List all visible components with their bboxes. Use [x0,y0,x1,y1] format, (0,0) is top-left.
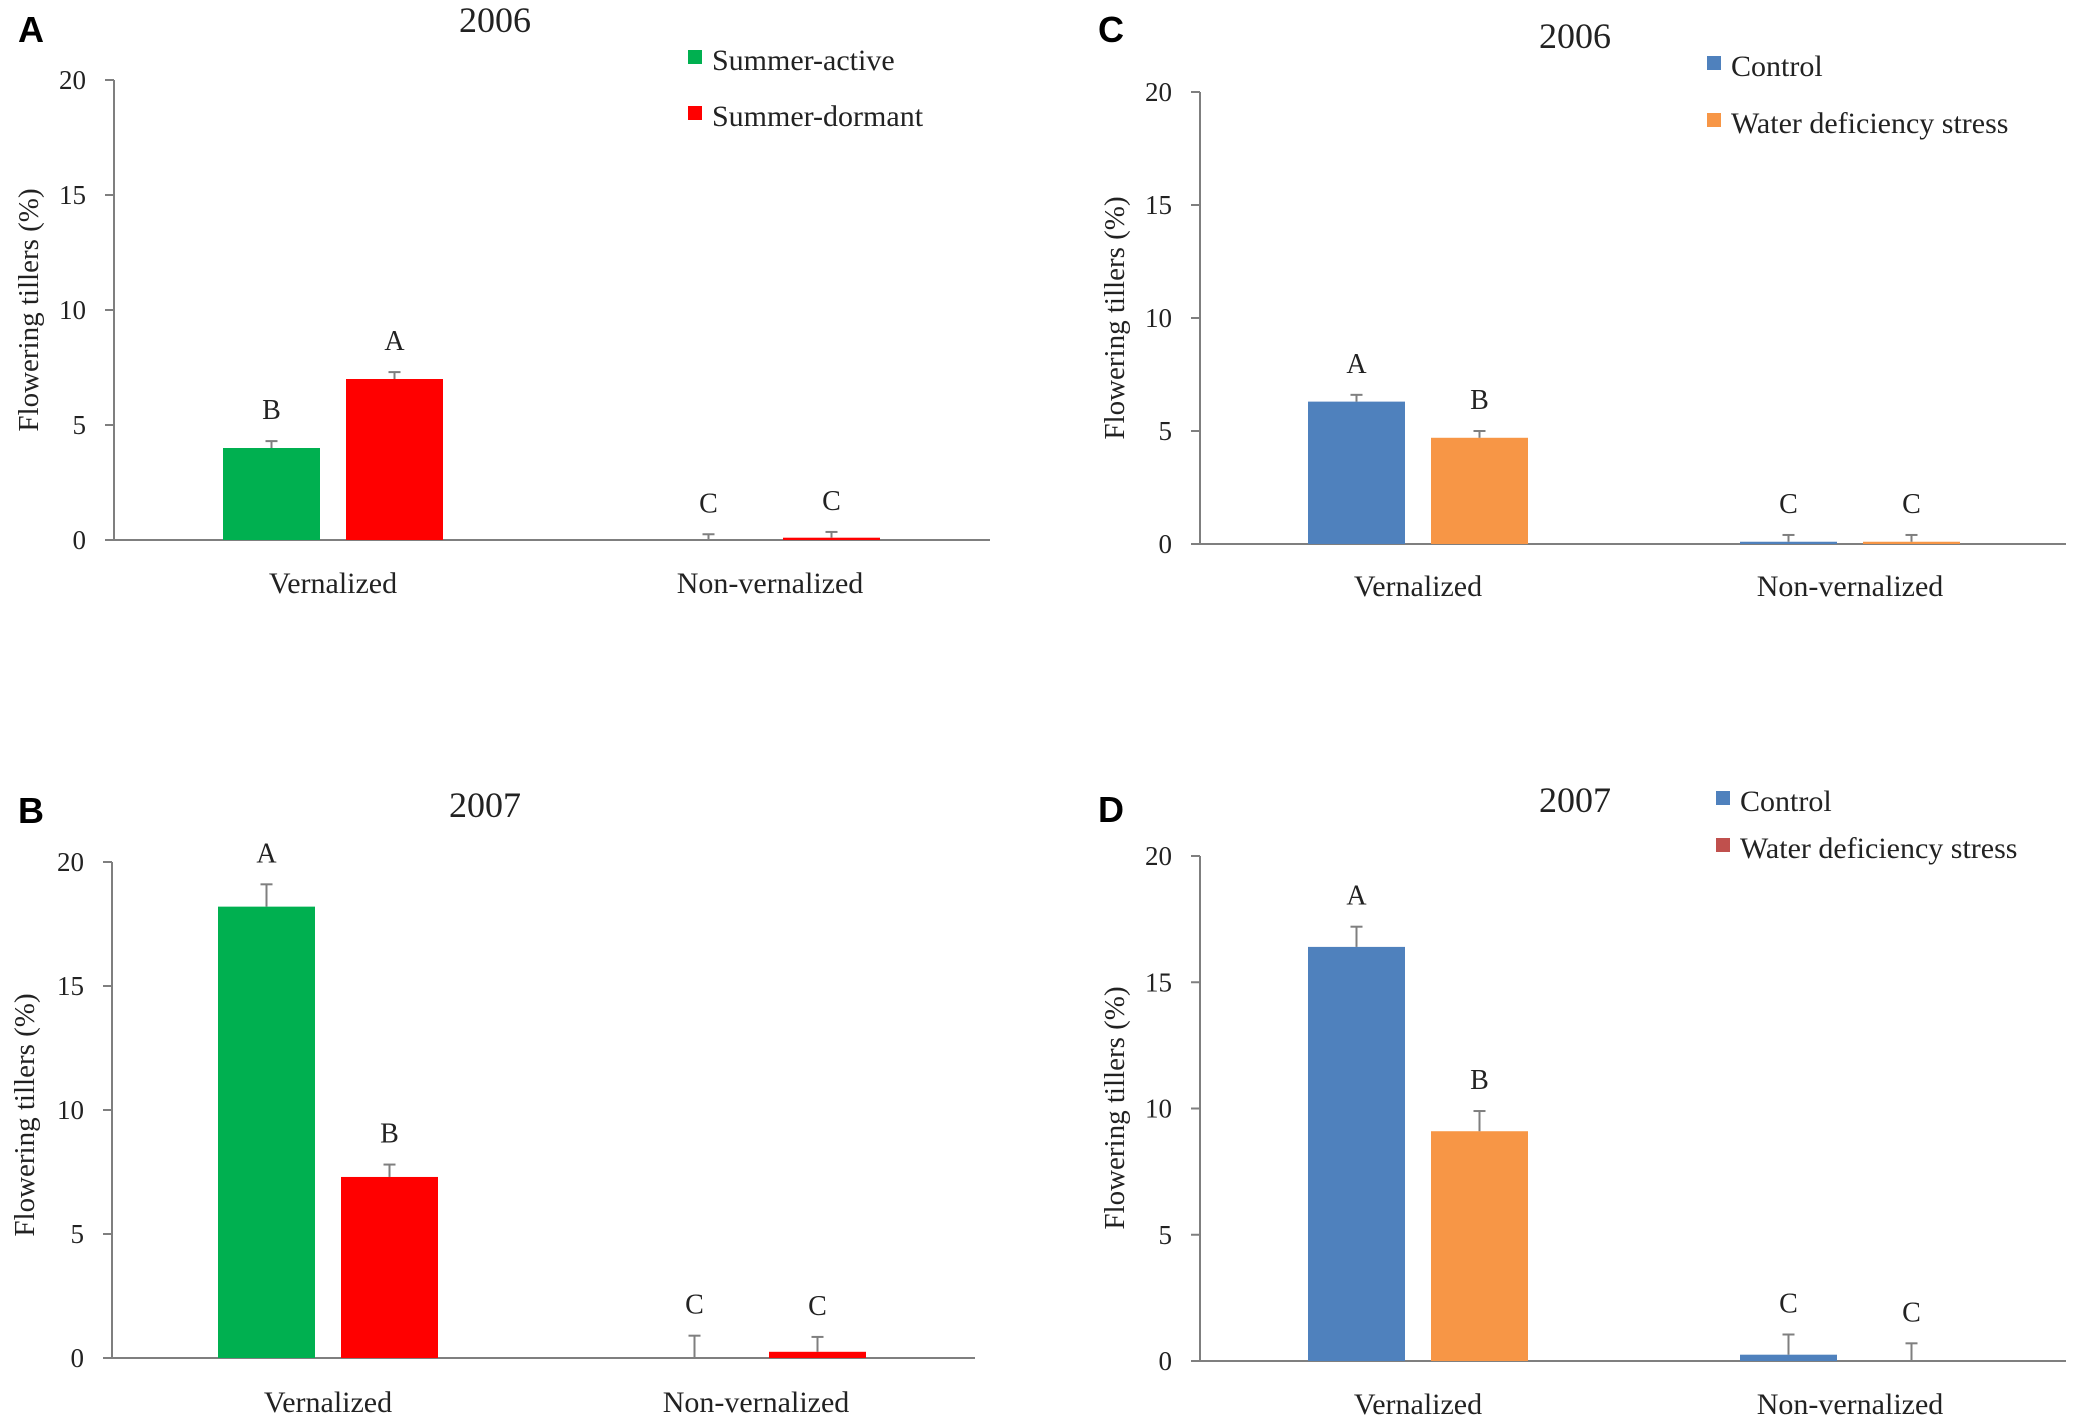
significance-letter: B [1470,385,1489,416]
panel-letter: A [18,9,44,50]
y-axis-label: Flowering tillers (%) [9,993,41,1236]
bar [1431,437,1528,544]
chart-panel-b: B 2007 0 5 10 15 20 Flowering tillers (%) A B Vern… [9,785,975,1419]
legend: Summer-active Summer-dormant [688,44,924,133]
panel-letter: D [1098,789,1124,830]
y-tick-label: 15 [59,180,86,210]
x-tick-label: Non-vernalized [1757,570,1944,603]
chart-title: 2006 [1539,16,1611,56]
y-tick-label: 20 [1145,77,1172,107]
x-tick-label: Vernalized [269,567,397,600]
significance-letter: C [822,486,841,517]
y-tick-label: 0 [1159,529,1173,559]
significance-letter: A [256,838,277,869]
y-tick-label: 20 [57,847,84,877]
panel-letter: C [1098,9,1124,50]
bar [1308,946,1405,1361]
y-axis-label: Flowering tillers (%) [1099,986,1131,1229]
bar [783,537,880,540]
legend-label: Control [1731,50,1823,83]
y-tick-label: 5 [71,1219,85,1249]
chart-panel-c: C 2006 0 5 10 15 20 Flowering tillers (%) A B Vern… [1098,9,2066,603]
y-axis-label: Flowering tillers (%) [1099,196,1131,439]
y-tick-label: 5 [1159,1220,1173,1250]
significance-letter: C [685,1290,704,1321]
legend-label: Control [1740,785,1832,818]
legend-swatch [688,50,702,64]
bar [1863,541,1960,544]
bar [223,448,320,540]
bar [1431,1131,1528,1361]
significance-letter: A [1346,881,1367,912]
y-tick-label: 20 [59,65,86,95]
y-tick-label: 20 [1145,841,1172,871]
legend-swatch [1707,56,1721,70]
legend-label: Water deficiency stress [1731,107,2008,140]
chart-panel-d: D 2007 0 5 10 15 20 Flowering tillers (%) A B Vern… [1098,780,2066,1419]
chart-panel-a: A 2006 0 5 10 15 20 Flowering tillers (%) B A Vern… [13,0,990,600]
legend-swatch [688,106,702,120]
legend-label: Summer-active [712,44,895,77]
y-tick-label: 10 [59,295,86,325]
y-tick-label: 0 [1159,1346,1173,1376]
bar [1740,541,1837,544]
x-tick-label: Vernalized [1354,570,1482,603]
bar [769,1351,866,1358]
chart-title: 2007 [1539,780,1611,820]
y-tick-label: 10 [1145,303,1172,333]
legend-swatch [1716,838,1730,852]
x-tick-label: Non-vernalized [663,1386,850,1419]
chart-title: 2007 [449,785,521,825]
significance-letter: B [380,1119,399,1150]
legend-label: Summer-dormant [712,100,924,133]
x-tick-label: Vernalized [264,1386,392,1419]
y-tick-label: 5 [73,410,87,440]
y-tick-label: 0 [71,1343,85,1373]
significance-letter: A [384,326,405,357]
significance-letter: B [1470,1065,1489,1096]
y-tick-label: 5 [1159,416,1173,446]
legend-swatch [1707,113,1721,127]
significance-letter: B [262,395,281,426]
significance-letter: C [1902,489,1921,520]
x-tick-label: Non-vernalized [1757,1388,1944,1419]
panel-letter: B [18,790,44,831]
bar [1308,401,1405,544]
legend-label: Water deficiency stress [1740,832,2017,865]
significance-letter: C [1779,1288,1798,1319]
bar [218,906,315,1358]
y-tick-label: 10 [57,1095,84,1125]
bar [346,379,443,540]
y-tick-label: 0 [73,525,87,555]
significance-letter: C [1902,1297,1921,1328]
y-tick-label: 15 [57,971,84,1001]
y-axis-label: Flowering tillers (%) [13,188,45,431]
legend-swatch [1716,791,1730,805]
x-tick-label: Non-vernalized [677,567,864,600]
y-tick-label: 10 [1145,1094,1172,1124]
y-tick-label: 15 [1145,190,1172,220]
legend: Control Water deficiency stress [1707,50,2008,140]
bar [1740,1354,1837,1361]
significance-letter: C [808,1291,827,1322]
bar [341,1176,438,1358]
chart-title: 2006 [459,0,531,40]
legend: Control Water deficiency stress [1716,785,2017,865]
y-tick-label: 15 [1145,967,1172,997]
significance-letter: A [1346,349,1367,380]
x-tick-label: Vernalized [1354,1388,1482,1419]
significance-letter: C [699,488,718,519]
significance-letter: C [1779,489,1798,520]
